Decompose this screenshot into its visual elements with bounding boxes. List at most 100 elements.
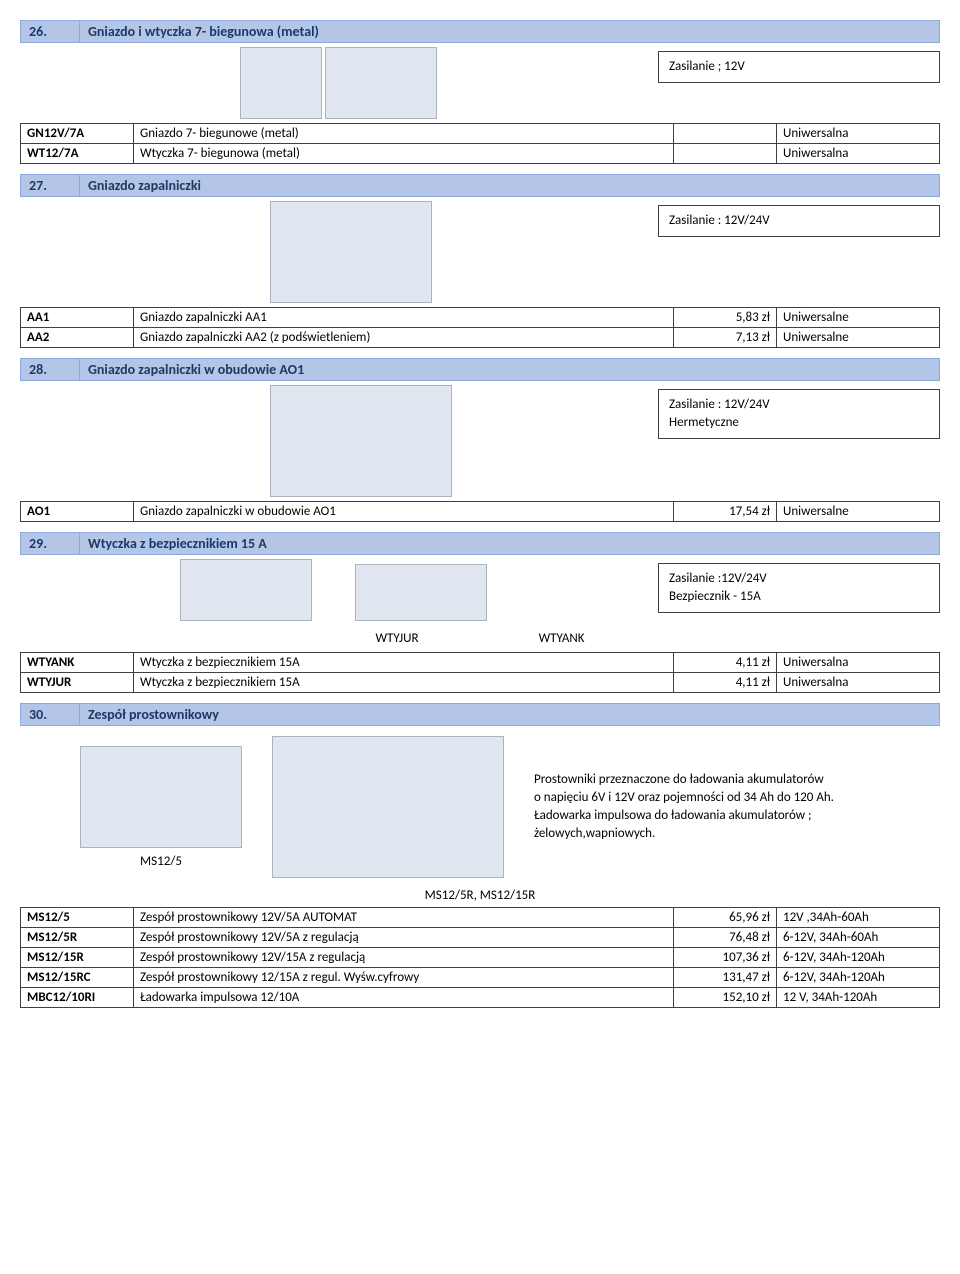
note-cell: Uniwersalne <box>777 328 940 348</box>
desc-cell: Gniazdo 7- biegunowe (metal) <box>134 124 674 144</box>
section-title: Gniazdo zapalniczki w obudowie AO1 <box>80 358 940 381</box>
variant-label: MS12/5 <box>140 854 182 869</box>
info-line: Zasilanie ; 12V <box>669 58 929 76</box>
product-image <box>80 746 242 848</box>
section-title: Zespół prostownikowy <box>80 703 940 726</box>
section-number: 27. <box>20 174 80 197</box>
info-box: Zasilanie : 12V/24V <box>658 205 940 237</box>
info-box: Zasilanie : 12V/24V Hermetyczne <box>658 389 940 439</box>
price-cell: 107,36 zł <box>674 948 777 968</box>
table-row: MS12/15RZespół prostownikowy 12V/15A z r… <box>21 948 940 968</box>
code-cell: WTYANK <box>21 653 134 673</box>
note-cell: Uniwersalne <box>777 502 940 522</box>
code-cell: GN12V/7A <box>21 124 134 144</box>
desc-cell: Zespół prostownikowy 12V/5A AUTOMAT <box>134 908 674 928</box>
code-cell: WTYJUR <box>21 673 134 693</box>
info-line: Zasilanie :12V/24V <box>669 570 929 588</box>
table-row: MS12/15RCZespół prostownikowy 12/15A z r… <box>21 968 940 988</box>
note-cell: 6-12V, 34Ah-120Ah <box>777 948 940 968</box>
variant-label: MS12/5R, MS12/15R <box>20 888 940 903</box>
code-cell: WT12/7A <box>21 144 134 164</box>
desc-cell: Zespół prostownikowy 12V/15A z regulacją <box>134 948 674 968</box>
variant-label: WTYANK <box>539 631 585 646</box>
price-cell: 65,96 zł <box>674 908 777 928</box>
info-line: Bezpiecznik - 15A <box>669 588 929 606</box>
product-image <box>270 201 432 303</box>
data-table: AA1Gniazdo zapalniczki AA15,83 złUniwers… <box>20 307 940 348</box>
note-cell: 6-12V, 34Ah-60Ah <box>777 928 940 948</box>
desc-line: Ładowarka impulsowa do ładowania akumula… <box>534 807 834 843</box>
product-image <box>272 736 504 878</box>
code-cell: AA1 <box>21 308 134 328</box>
desc-cell: Wtyczka 7- biegunowa (metal) <box>134 144 674 164</box>
desc-cell: Gniazdo zapalniczki w obudowie AO1 <box>134 502 674 522</box>
note-cell: Uniwersalna <box>777 673 940 693</box>
desc-cell: Wtyczka z bezpiecznikiem 15A <box>134 673 674 693</box>
table-row: AA2Gniazdo zapalniczki AA2 (z podświetle… <box>21 328 940 348</box>
price-cell <box>674 144 777 164</box>
table-row: MBC12/10RIŁadowarka impulsowa 12/10A152,… <box>21 988 940 1008</box>
section-title: Wtyczka z bezpiecznikiem 15 A <box>80 532 940 555</box>
description-block: Prostowniki przeznaczone do ładowania ak… <box>534 771 834 844</box>
desc-cell: Ładowarka impulsowa 12/10A <box>134 988 674 1008</box>
note-cell: Uniwersalne <box>777 308 940 328</box>
info-line: Zasilanie : 12V/24V <box>669 396 929 414</box>
section-number: 30. <box>20 703 80 726</box>
desc-cell: Wtyczka z bezpiecznikiem 15A <box>134 653 674 673</box>
desc-line: Prostowniki przeznaczone do ładowania ak… <box>534 771 834 789</box>
section-title: Gniazdo i wtyczka 7- biegunowa (metal) <box>80 20 940 43</box>
table-row: MS12/5RZespół prostownikowy 12V/5A z reg… <box>21 928 940 948</box>
info-box: Zasilanie ; 12V <box>658 51 940 83</box>
info-box: Zasilanie :12V/24V Bezpiecznik - 15A <box>658 563 940 613</box>
code-cell: MS12/15RC <box>21 968 134 988</box>
price-cell: 131,47 zł <box>674 968 777 988</box>
desc-cell: Gniazdo zapalniczki AA1 <box>134 308 674 328</box>
price-cell: 5,83 zł <box>674 308 777 328</box>
data-table: AO1Gniazdo zapalniczki w obudowie AO117,… <box>20 501 940 522</box>
price-cell: 7,13 zł <box>674 328 777 348</box>
variant-label: WTYJUR <box>375 631 418 646</box>
data-table: MS12/5Zespół prostownikowy 12V/5A AUTOMA… <box>20 907 940 1008</box>
code-cell: MS12/15R <box>21 948 134 968</box>
product-image <box>270 385 452 497</box>
info-line: Zasilanie : 12V/24V <box>669 212 929 230</box>
note-cell: Uniwersalna <box>777 653 940 673</box>
price-cell: 4,11 zł <box>674 673 777 693</box>
section-title: Gniazdo zapalniczki <box>80 174 940 197</box>
product-image <box>325 47 437 119</box>
section-number: 26. <box>20 20 80 43</box>
section-number: 28. <box>20 358 80 381</box>
code-cell: MBC12/10RI <box>21 988 134 1008</box>
code-cell: AA2 <box>21 328 134 348</box>
code-cell: MS12/5R <box>21 928 134 948</box>
table-row: AA1Gniazdo zapalniczki AA15,83 złUniwers… <box>21 308 940 328</box>
note-cell: Uniwersalna <box>777 124 940 144</box>
code-cell: MS12/5 <box>21 908 134 928</box>
price-cell: 76,48 zł <box>674 928 777 948</box>
data-table: GN12V/7AGniazdo 7- biegunowe (metal) Uniw… <box>20 123 940 164</box>
table-row: AO1Gniazdo zapalniczki w obudowie AO117,… <box>21 502 940 522</box>
note-cell: 12V ,34Ah-60Ah <box>777 908 940 928</box>
table-row: WTYANKWtyczka z bezpiecznikiem 15A4,11 z… <box>21 653 940 673</box>
price-cell <box>674 124 777 144</box>
note-cell: 6-12V, 34Ah-120Ah <box>777 968 940 988</box>
table-row: WT12/7AWtyczka 7- biegunowa (metal) Uniwe… <box>21 144 940 164</box>
product-image <box>355 564 487 621</box>
note-cell: Uniwersalna <box>777 144 940 164</box>
note-cell: 12 V, 34Ah-120Ah <box>777 988 940 1008</box>
section-number: 29. <box>20 532 80 555</box>
desc-cell: Zespół prostownikowy 12/15A z regul. Wyś… <box>134 968 674 988</box>
code-cell: AO1 <box>21 502 134 522</box>
info-line: Hermetyczne <box>669 414 929 432</box>
product-image <box>180 559 312 621</box>
price-cell: 4,11 zł <box>674 653 777 673</box>
table-row: GN12V/7AGniazdo 7- biegunowe (metal) Uniw… <box>21 124 940 144</box>
price-cell: 17,54 zł <box>674 502 777 522</box>
desc-cell: Zespół prostownikowy 12V/5A z regulacją <box>134 928 674 948</box>
desc-cell: Gniazdo zapalniczki AA2 (z podświetlenie… <box>134 328 674 348</box>
price-cell: 152,10 zł <box>674 988 777 1008</box>
table-row: WTYJURWtyczka z bezpiecznikiem 15A4,11 z… <box>21 673 940 693</box>
table-row: MS12/5Zespół prostownikowy 12V/5A AUTOMA… <box>21 908 940 928</box>
desc-line: o napięciu 6V i 12V oraz pojemności od 3… <box>534 789 834 807</box>
product-image <box>240 47 322 119</box>
